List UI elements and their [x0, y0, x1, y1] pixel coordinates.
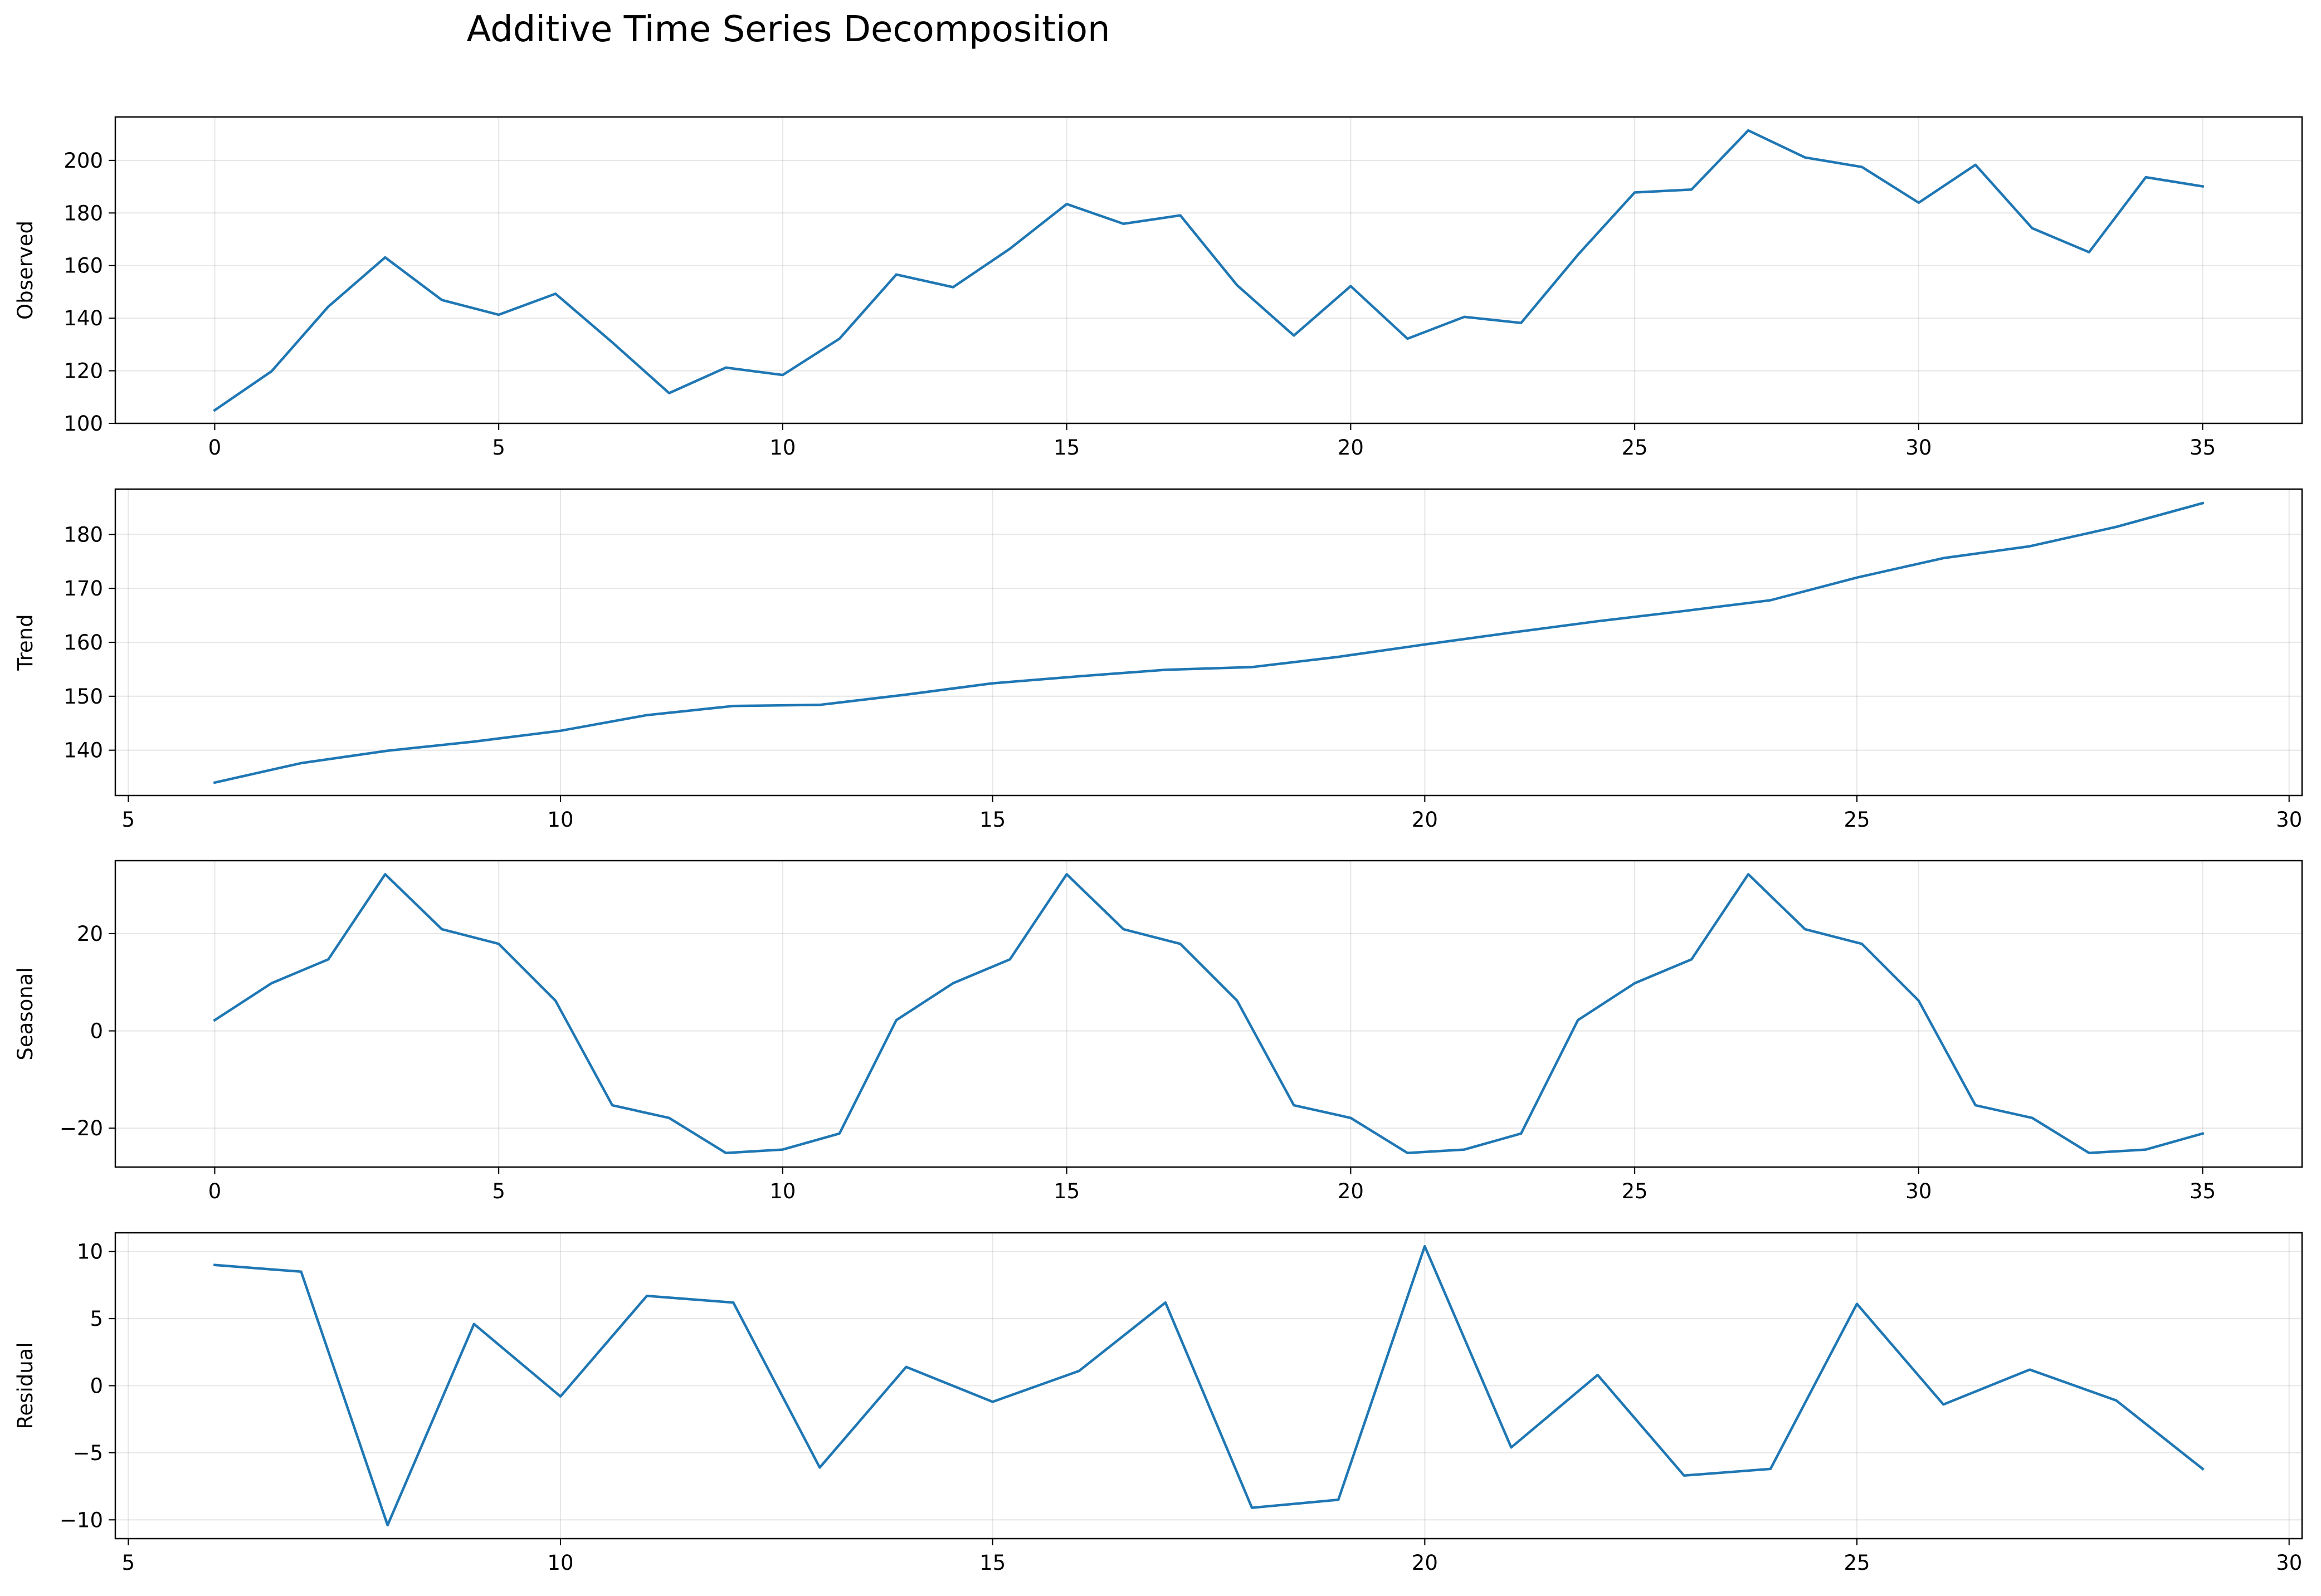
subplot-seasonal: 0 5 10 15 20 25 30 35 −20 0 20 Seasonal: [13, 860, 2303, 1203]
y-tick-label: 160: [64, 254, 103, 278]
x-axis-trend: 5 10 15 20 25 30: [121, 795, 2302, 832]
x-tick-label: 0: [208, 436, 222, 460]
x-tick-label: 20: [1412, 1551, 1438, 1575]
y-tick-label: 180: [64, 201, 103, 225]
y-tick-label: 20: [77, 922, 103, 946]
x-tick-label: 10: [547, 1551, 573, 1575]
x-axis-seasonal: 0 5 10 15 20 25 30 35: [208, 1167, 2216, 1203]
grid-seasonal: [115, 861, 2302, 1167]
x-tick-label: 20: [1338, 1179, 1364, 1203]
y-tick-label: −10: [60, 1508, 103, 1532]
x-tick-label: 30: [1905, 436, 1932, 460]
x-tick-label: 10: [769, 1179, 796, 1203]
x-tick-label: 30: [1905, 1179, 1932, 1203]
y-tick-label: 0: [90, 1019, 103, 1043]
x-tick-label: 10: [769, 436, 796, 460]
x-tick-label: 25: [1844, 808, 1870, 832]
x-tick-label: 30: [2276, 808, 2302, 832]
x-axis-residual: 5 10 15 20 25 30: [121, 1539, 2302, 1575]
x-tick-label: 15: [1054, 1179, 1080, 1203]
x-tick-label: 35: [2190, 1179, 2216, 1203]
y-tick-label: 140: [64, 306, 103, 330]
y-tick-label: 180: [64, 523, 103, 546]
grid-observed: [115, 117, 2302, 424]
figure-title: Additive Time Series Decomposition: [466, 9, 1110, 50]
x-tick-label: 20: [1412, 808, 1438, 832]
x-tick-label: 25: [1622, 436, 1648, 460]
x-tick-label: 30: [2276, 1551, 2302, 1575]
series-line-residual: [213, 1244, 2205, 1527]
y-axis-label-residual: Residual: [13, 1342, 37, 1429]
x-tick-label: 25: [1622, 1179, 1648, 1203]
y-axis-observed: 100 120 140 160 180 200: [64, 149, 115, 436]
y-tick-label: 170: [64, 577, 103, 601]
y-tick-label: 10: [77, 1240, 103, 1264]
x-tick-label: 20: [1338, 436, 1364, 460]
y-tick-label: 5: [90, 1307, 103, 1331]
grid-trend: [115, 489, 2302, 795]
x-tick-label: 5: [121, 808, 135, 832]
y-axis-label-trend: Trend: [13, 614, 37, 671]
y-tick-label: 160: [64, 631, 103, 655]
x-tick-label: 35: [2190, 436, 2216, 460]
subplot-trend: 5 10 15 20 25 30 140 150 160 170 180 Trend: [13, 488, 2303, 832]
y-tick-label: −20: [60, 1116, 103, 1140]
x-tick-label: 5: [492, 1179, 505, 1203]
y-axis-label-observed: Observed: [13, 221, 37, 320]
y-tick-label: −5: [72, 1441, 103, 1465]
x-tick-label: 5: [121, 1551, 135, 1575]
y-tick-label: 0: [90, 1374, 103, 1398]
axes-frame-seasonal: [114, 860, 2303, 1168]
series-line-trend: [213, 501, 2205, 784]
x-tick-label: 10: [547, 808, 573, 832]
y-tick-label: 150: [64, 685, 103, 709]
x-axis-observed: 0 5 10 15 20 25 30 35: [208, 423, 2216, 460]
x-tick-label: 25: [1844, 1551, 1870, 1575]
y-tick-label: 200: [64, 149, 103, 173]
y-axis-residual: −10 −5 0 5 10: [60, 1240, 115, 1532]
x-tick-label: 15: [1054, 436, 1080, 460]
subplot-observed: 0 5 10 15 20 25 30 35 100 120 140 160 180 200 Observed: [13, 116, 2303, 460]
y-axis-label-seasonal: Seasonal: [13, 967, 37, 1060]
y-axis-trend: 140 150 160 170 180: [64, 523, 115, 763]
subplots: 0 5 10 15 20 25 30 35100120140160180200Observed…: [13, 116, 2303, 1575]
axes-frame-observed: [114, 116, 2303, 424]
subplot-residual: 5 10 15 20 25 30 −10 −5 0 5 10 Residual: [13, 1232, 2303, 1575]
y-axis-seasonal: −20 0 20: [60, 922, 115, 1140]
series-line-observed: [213, 129, 2205, 412]
x-tick-label: 15: [979, 808, 1006, 832]
x-tick-label: 0: [208, 1179, 222, 1203]
series-line-seasonal: [213, 873, 2205, 1154]
x-tick-label: 5: [492, 436, 505, 460]
x-tick-label: 15: [979, 1551, 1006, 1575]
y-tick-label: 140: [64, 739, 103, 763]
y-tick-label: 100: [64, 412, 103, 436]
grid-residual: [115, 1233, 2302, 1539]
y-tick-label: 120: [64, 359, 103, 383]
